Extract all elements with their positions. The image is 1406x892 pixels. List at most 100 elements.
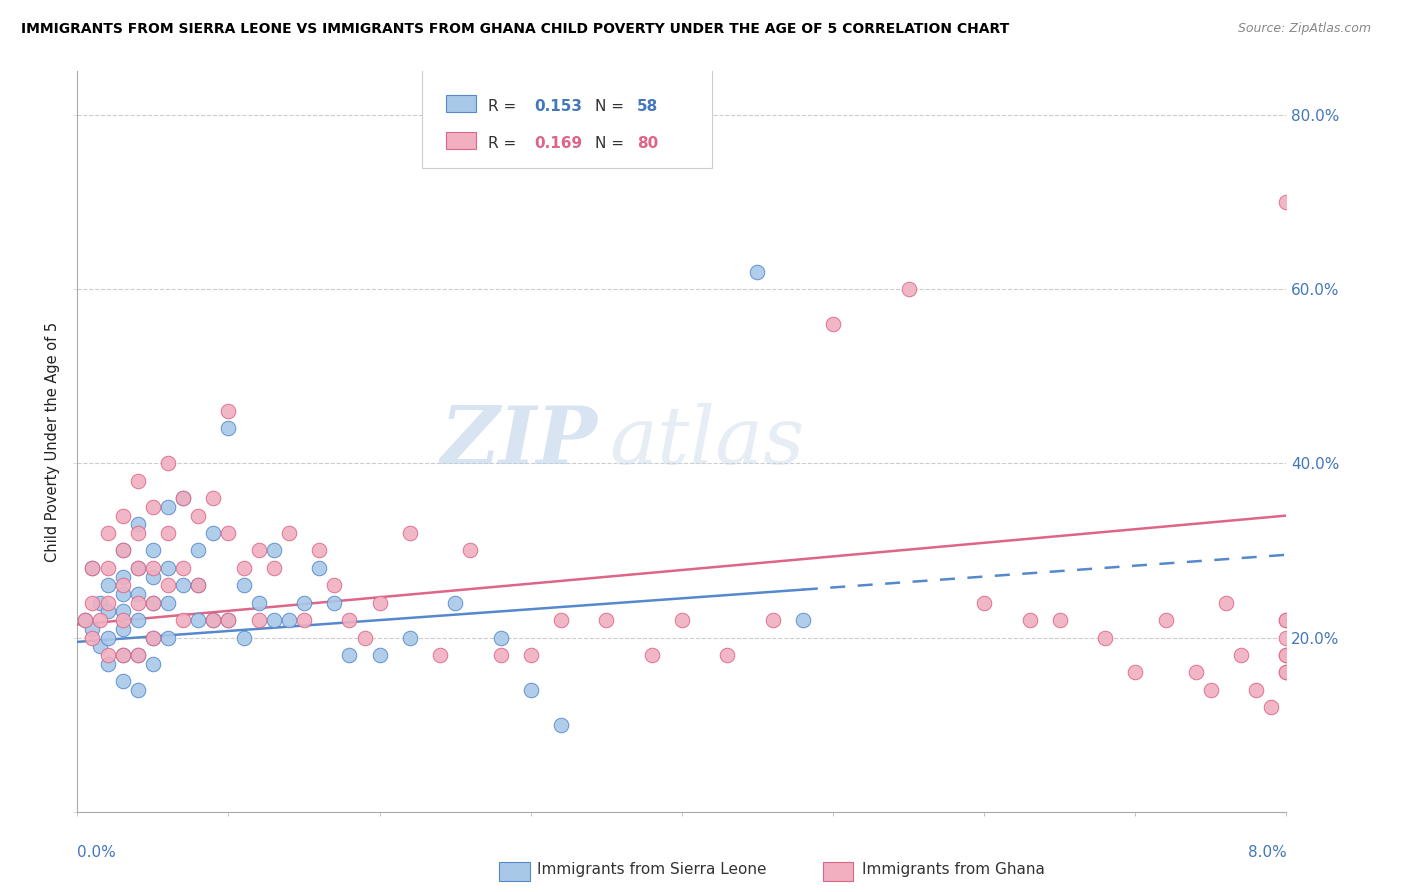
Point [96,561,118,575]
Point [323,596,346,610]
Point [1275,194,1298,209]
Point [595,613,617,627]
Point [641,648,664,662]
Point [1275,665,1298,680]
Point [111,587,134,601]
Point [96,526,118,541]
Point [111,578,134,592]
Point [1094,631,1116,645]
Point [1260,700,1282,714]
Point [218,526,240,541]
FancyBboxPatch shape [422,64,713,168]
Point [127,474,149,488]
Point [1246,682,1268,697]
Text: Immigrants from Sierra Leone: Immigrants from Sierra Leone [537,863,766,877]
Text: IMMIGRANTS FROM SIERRA LEONE VS IMMIGRANTS FROM GHANA CHILD POVERTY UNDER THE AG: IMMIGRANTS FROM SIERRA LEONE VS IMMIGRAN… [21,22,1010,37]
Point [550,613,572,627]
Point [247,596,270,610]
Point [89,596,111,610]
Text: 8.0%: 8.0% [1247,845,1286,860]
Point [89,639,111,653]
Point [1275,613,1298,627]
Point [1230,648,1253,662]
Point [973,596,995,610]
Point [111,543,134,558]
Point [187,578,209,592]
Point [232,561,254,575]
Point [127,526,149,541]
Point [111,674,134,689]
Point [1185,665,1208,680]
Point [111,613,134,627]
Point [142,569,165,583]
Point [489,648,512,662]
Point [111,648,134,662]
Point [172,561,194,575]
Point [716,648,738,662]
Point [292,596,315,610]
Point [1275,631,1298,645]
Point [1199,682,1222,697]
Point [187,613,209,627]
Point [187,508,209,523]
Point [823,317,845,331]
Point [96,578,118,592]
Point [127,587,149,601]
Point [278,613,301,627]
Point [142,543,165,558]
Point [202,613,225,627]
Point [142,596,165,610]
Point [762,613,785,627]
Point [127,517,149,532]
Text: Immigrants from Ghana: Immigrants from Ghana [862,863,1045,877]
Point [263,543,285,558]
Point [1125,665,1147,680]
Point [157,596,180,610]
Point [247,543,270,558]
Point [1275,648,1298,662]
Point [429,648,451,662]
Point [111,604,134,618]
Point [187,543,209,558]
Point [73,613,96,627]
Point [157,578,180,592]
Point [671,613,693,627]
Point [127,682,149,697]
Point [218,404,240,418]
Point [127,648,149,662]
Point [127,561,149,575]
Point [520,648,543,662]
Point [73,613,96,627]
Point [82,631,104,645]
Point [218,613,240,627]
Point [127,561,149,575]
Point [96,604,118,618]
Point [96,657,118,671]
Point [339,613,360,627]
FancyBboxPatch shape [446,132,477,149]
Point [111,508,134,523]
Point [111,543,134,558]
Point [172,491,194,505]
Point [157,456,180,470]
Text: 0.153: 0.153 [534,99,582,114]
Point [247,613,270,627]
Point [142,500,165,514]
Point [157,631,180,645]
Text: 0.169: 0.169 [534,136,582,152]
Text: ZIP: ZIP [440,403,598,480]
Point [1215,596,1237,610]
Point [353,631,375,645]
Point [96,631,118,645]
Point [368,648,391,662]
Point [89,613,111,627]
Point [1275,613,1298,627]
Point [489,631,512,645]
Point [1154,613,1177,627]
Point [111,622,134,636]
Point [111,569,134,583]
Point [323,578,346,592]
Text: N =: N = [595,99,628,114]
Point [82,622,104,636]
Point [82,596,104,610]
